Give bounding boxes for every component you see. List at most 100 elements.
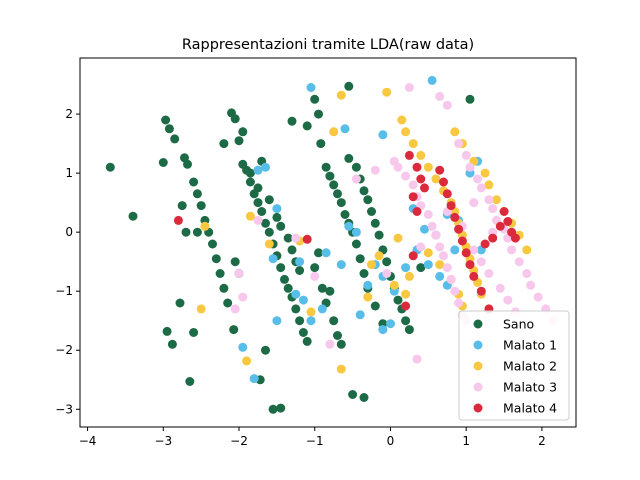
point-malato-3-14 xyxy=(435,242,445,252)
point-malato-4-17 xyxy=(461,248,471,258)
point-malato-2-48 xyxy=(404,271,414,281)
point-malato-3-39 xyxy=(469,245,479,255)
point-sano-65 xyxy=(276,403,286,413)
point-malato-3-57 xyxy=(469,198,479,208)
point-malato-3-19 xyxy=(454,298,464,308)
point-sano-56 xyxy=(272,212,282,222)
point-malato-4-27 xyxy=(488,233,498,243)
point-malato-4-1 xyxy=(302,234,312,244)
point-malato-3-47 xyxy=(234,269,244,278)
point-sano-51 xyxy=(238,127,248,137)
point-sano-59 xyxy=(287,245,297,255)
point-malato-2-17 xyxy=(401,127,411,137)
point-sano-41 xyxy=(280,274,289,284)
point-malato-2-5 xyxy=(196,304,206,314)
point-sano-73 xyxy=(333,189,342,199)
point-sano-106 xyxy=(404,325,414,335)
point-malato-4-12 xyxy=(442,189,452,199)
legend-marker-malato-4 xyxy=(473,403,483,413)
point-malato-1-26 xyxy=(423,260,433,270)
point-sano-34 xyxy=(253,198,263,208)
point-malato-3-51 xyxy=(325,339,335,349)
point-malato-4-25 xyxy=(510,233,520,243)
point-sano-21 xyxy=(167,339,177,349)
point-malato-1-24 xyxy=(378,325,388,335)
point-malato-3-13 xyxy=(431,230,441,240)
point-sano-89 xyxy=(336,339,346,349)
chart-title: Rappresentazioni tramite LDA(raw data) xyxy=(182,37,474,53)
point-sano-5 xyxy=(170,134,180,144)
point-malato-2-41 xyxy=(522,245,532,255)
point-sano-28 xyxy=(230,114,240,124)
point-sano-108 xyxy=(359,393,369,402)
point-malato-3-53 xyxy=(382,269,392,278)
point-malato-1-23 xyxy=(386,319,395,329)
point-malato-2-4 xyxy=(200,221,210,231)
point-malato-1-7 xyxy=(344,221,354,231)
point-malato-1-30 xyxy=(435,271,445,281)
point-sano-79 xyxy=(355,254,365,264)
point-sano-75 xyxy=(340,210,350,219)
point-sano-84 xyxy=(310,263,320,273)
point-sano-8 xyxy=(183,159,192,169)
point-sano-70 xyxy=(321,162,331,172)
point-malato-1-6 xyxy=(272,204,282,214)
point-malato-3-3 xyxy=(351,174,361,184)
point-malato-4-28 xyxy=(480,239,490,249)
point-malato-3-32 xyxy=(507,245,517,255)
point-sano-80 xyxy=(359,269,369,278)
point-malato-4-9 xyxy=(401,301,411,311)
legend-marker-malato-2 xyxy=(473,361,483,371)
point-sano-32 xyxy=(245,177,255,187)
point-malato-4-23 xyxy=(503,217,513,226)
points-layer xyxy=(105,75,558,414)
point-sano-26 xyxy=(219,139,229,149)
point-sano-47 xyxy=(302,336,312,346)
point-malato-1-0 xyxy=(306,83,316,92)
point-sano-48 xyxy=(230,257,240,267)
point-malato-3-17 xyxy=(446,274,456,284)
point-malato-4-20 xyxy=(476,286,486,296)
point-malato-3-54 xyxy=(416,242,426,252)
point-sano-94 xyxy=(359,186,369,196)
point-malato-2-10 xyxy=(306,307,316,317)
point-malato-3-2 xyxy=(442,100,452,110)
point-malato-1-16 xyxy=(291,289,301,299)
point-malato-3-28 xyxy=(488,204,498,214)
point-malato-4-5 xyxy=(420,183,429,193)
point-malato-3-52 xyxy=(412,354,422,364)
point-malato-2-21 xyxy=(431,174,441,184)
point-malato-3-12 xyxy=(427,221,437,231)
point-sano-16 xyxy=(215,269,225,278)
point-sano-92 xyxy=(351,162,361,172)
point-sano-98 xyxy=(374,230,384,240)
point-malato-3-40 xyxy=(476,257,486,267)
point-malato-3-6 xyxy=(393,162,403,172)
point-sano-91 xyxy=(344,153,354,163)
point-sano-20 xyxy=(162,326,172,336)
point-malato-4-16 xyxy=(457,236,467,246)
point-sano-66 xyxy=(302,121,312,131)
point-malato-3-50 xyxy=(310,271,320,281)
point-sano-45 xyxy=(295,316,305,326)
point-malato-1-12 xyxy=(336,260,346,270)
point-sano-15 xyxy=(211,254,221,264)
point-malato-2-3 xyxy=(245,211,255,221)
point-sano-35 xyxy=(257,207,267,216)
point-malato-2-12 xyxy=(367,260,376,270)
point-sano-90 xyxy=(344,81,354,91)
point-malato-3-33 xyxy=(514,257,524,267)
x-tick-label: −1 xyxy=(306,434,324,448)
point-sano-22 xyxy=(185,377,195,386)
point-sano-9 xyxy=(189,177,199,187)
point-malato-4-13 xyxy=(446,201,456,211)
point-malato-3-35 xyxy=(526,280,536,290)
point-sano-67 xyxy=(310,94,320,104)
point-sano-107 xyxy=(348,390,358,399)
point-sano-11 xyxy=(196,201,206,211)
point-sano-109 xyxy=(314,248,323,258)
point-malato-2-0 xyxy=(382,87,392,97)
point-malato-3-36 xyxy=(533,292,543,302)
point-sano-72 xyxy=(329,180,339,190)
point-sano-52 xyxy=(245,168,255,178)
